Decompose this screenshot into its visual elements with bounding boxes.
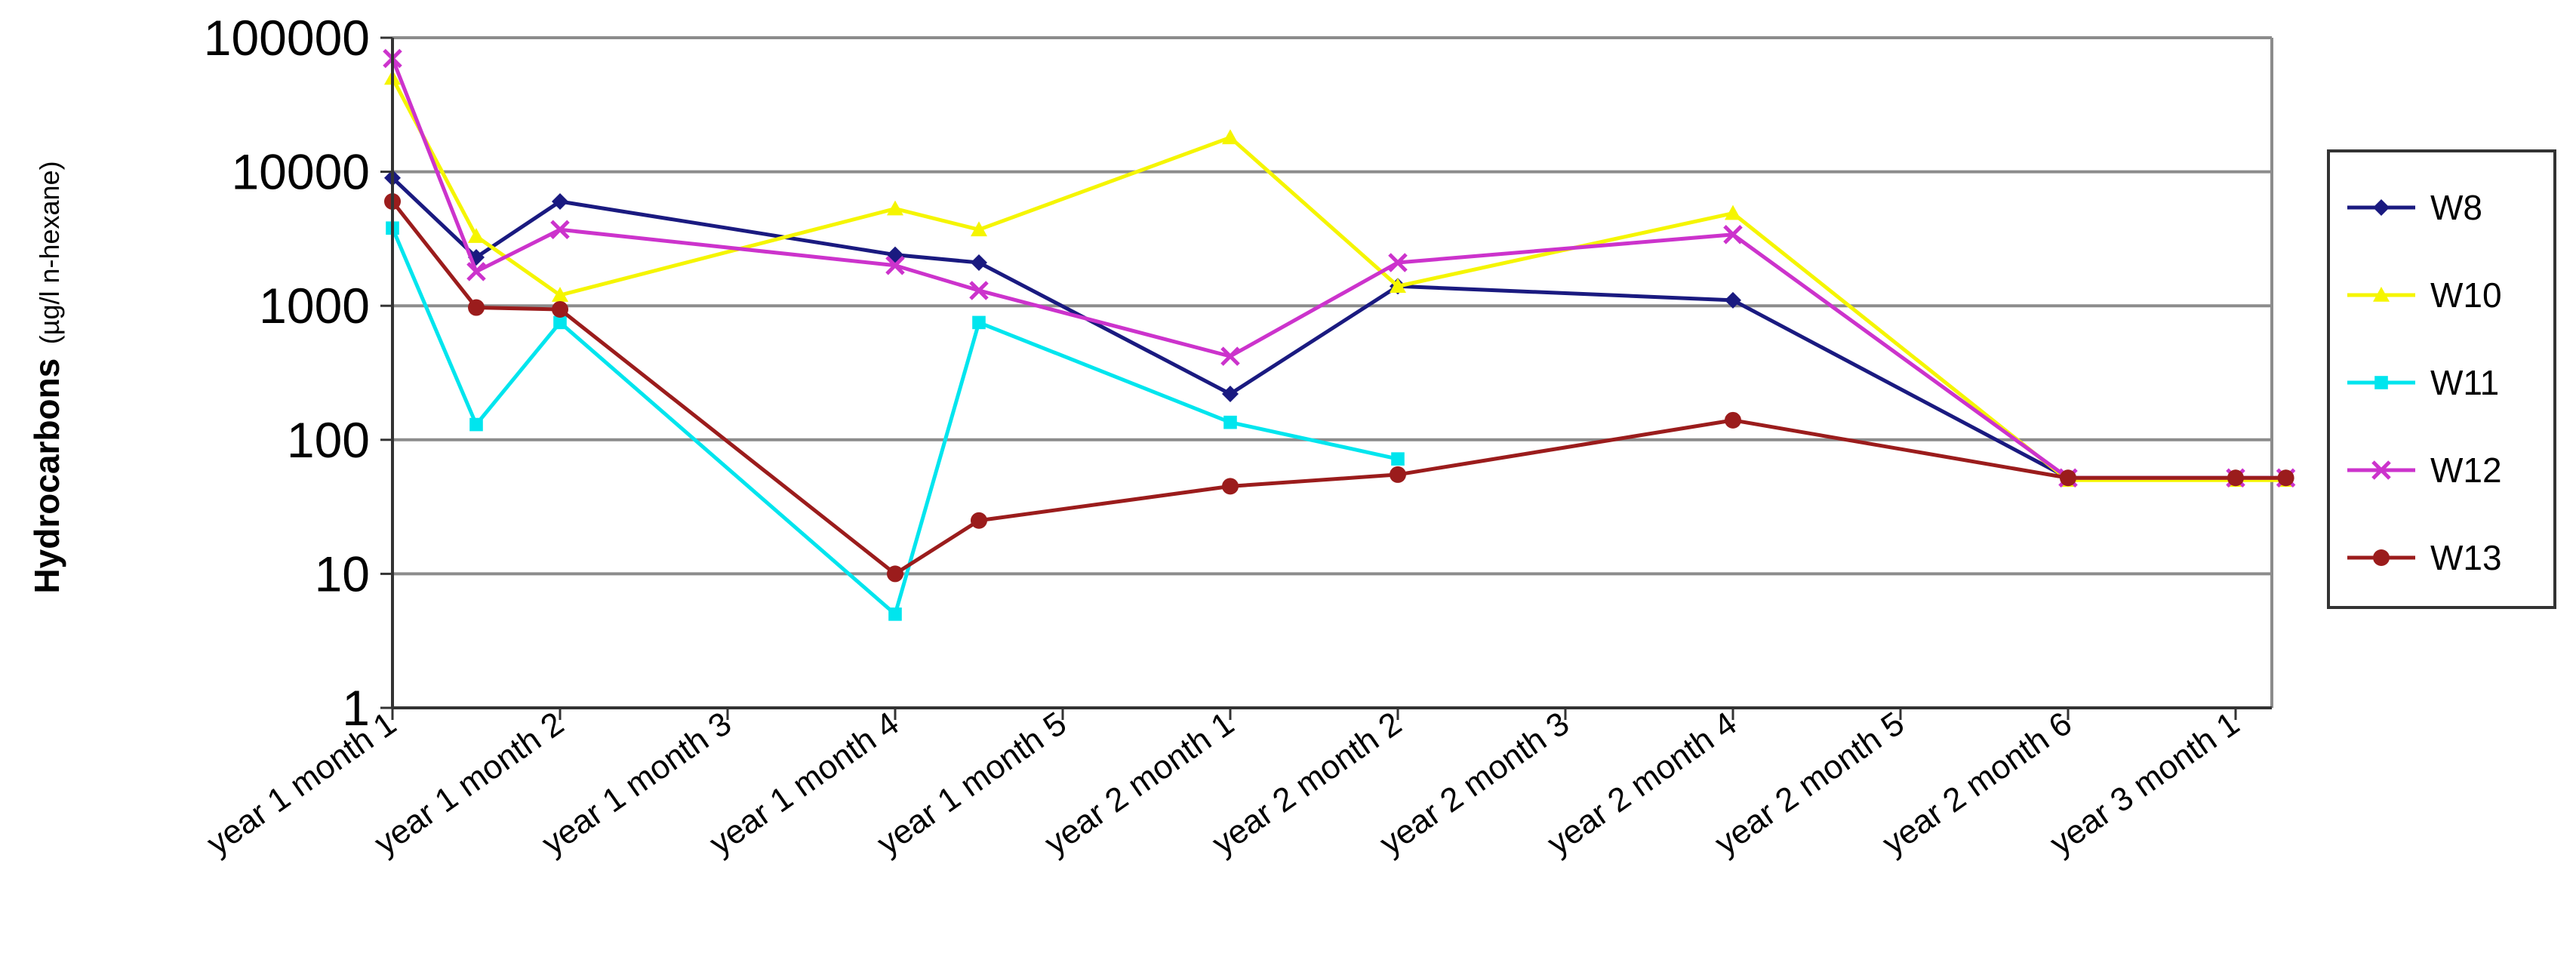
legend-label: W8 <box>2430 188 2482 227</box>
legend-label: W11 <box>2430 363 2499 402</box>
y-axis-label-unit: (µg/l n-hexane) <box>34 161 65 344</box>
series-line-W13 <box>391 200 2286 576</box>
legend-marker <box>2373 287 2390 302</box>
data-point-W11 <box>1391 452 1405 466</box>
data-point-W10 <box>1725 205 1741 220</box>
legend-marker <box>2373 549 2390 566</box>
y-tick-label: 1 <box>342 680 370 736</box>
y-axis-label-main: Hydrocarbons <box>27 358 66 594</box>
y-tick-label: 10 <box>315 546 370 601</box>
y-tick-label: 100000 <box>204 10 370 66</box>
data-point-W11 <box>553 315 567 330</box>
y-tick-label: 1000 <box>259 278 370 334</box>
series-layer <box>383 48 2296 621</box>
data-point-W12 <box>1220 346 1240 366</box>
data-point-W13 <box>1222 478 1239 495</box>
y-tick-label: 10000 <box>231 144 370 200</box>
data-point-W11 <box>888 607 902 621</box>
legend-item-W12: W12 <box>2347 451 2502 490</box>
series-W13 <box>384 193 2294 583</box>
data-point-W10 <box>1390 278 1406 294</box>
data-point-W13 <box>1725 411 1741 429</box>
legend-item-W8: W8 <box>2347 188 2482 227</box>
data-point-W13 <box>1390 466 1406 483</box>
data-point-W13 <box>2060 469 2076 487</box>
legend-marker <box>2371 460 2391 480</box>
series-line-W10 <box>390 77 2286 482</box>
data-point-W10 <box>887 200 903 216</box>
data-point-W12 <box>1723 225 1743 245</box>
data-point-W10 <box>971 221 987 237</box>
legend-item-W11: W11 <box>2347 363 2499 402</box>
data-point-W10 <box>552 287 568 302</box>
data-point-W13 <box>887 565 903 583</box>
legend-label: W12 <box>2430 451 2502 490</box>
data-point-W10 <box>1222 129 1239 145</box>
data-point-W13 <box>2277 469 2294 487</box>
data-point-W13 <box>552 300 568 318</box>
data-point-W11 <box>972 315 986 330</box>
y-axis-label: Hydrocarbons (µg/l n-hexane) <box>27 161 66 593</box>
series-W10 <box>384 69 2294 488</box>
y-tick-label: 100 <box>287 412 370 468</box>
data-point-W12 <box>969 281 989 300</box>
data-point-W13 <box>2227 469 2244 487</box>
data-point-W12 <box>1388 253 1408 272</box>
grid <box>392 36 2272 709</box>
legend-box <box>2327 149 2556 609</box>
data-point-W11 <box>469 417 483 432</box>
data-point-W8 <box>552 193 568 211</box>
data-point-W8 <box>1725 291 1741 309</box>
legend-item-W13: W13 <box>2347 538 2502 577</box>
legend-item-W10: W10 <box>2347 275 2502 315</box>
legend-marker <box>2374 376 2388 389</box>
series-W11 <box>386 221 1405 621</box>
data-point-W8 <box>1222 385 1239 402</box>
legend: W8 W10 W11 W12 W13 <box>2327 149 2556 609</box>
series-line-W11 <box>390 227 1399 617</box>
series-line-W12 <box>390 57 2286 480</box>
data-point-W12 <box>885 255 905 275</box>
legend-marker <box>2373 199 2390 216</box>
legend-label: W10 <box>2430 275 2502 315</box>
legend-label: W13 <box>2430 538 2502 577</box>
data-point-W11 <box>1223 415 1237 429</box>
data-point-W13 <box>468 299 485 316</box>
data-point-W12 <box>466 262 486 281</box>
data-point-W8 <box>971 254 987 271</box>
data-point-W13 <box>971 512 987 529</box>
data-point-W10 <box>468 228 485 243</box>
data-point-W12 <box>550 220 570 240</box>
series-line-W8 <box>391 176 2286 480</box>
